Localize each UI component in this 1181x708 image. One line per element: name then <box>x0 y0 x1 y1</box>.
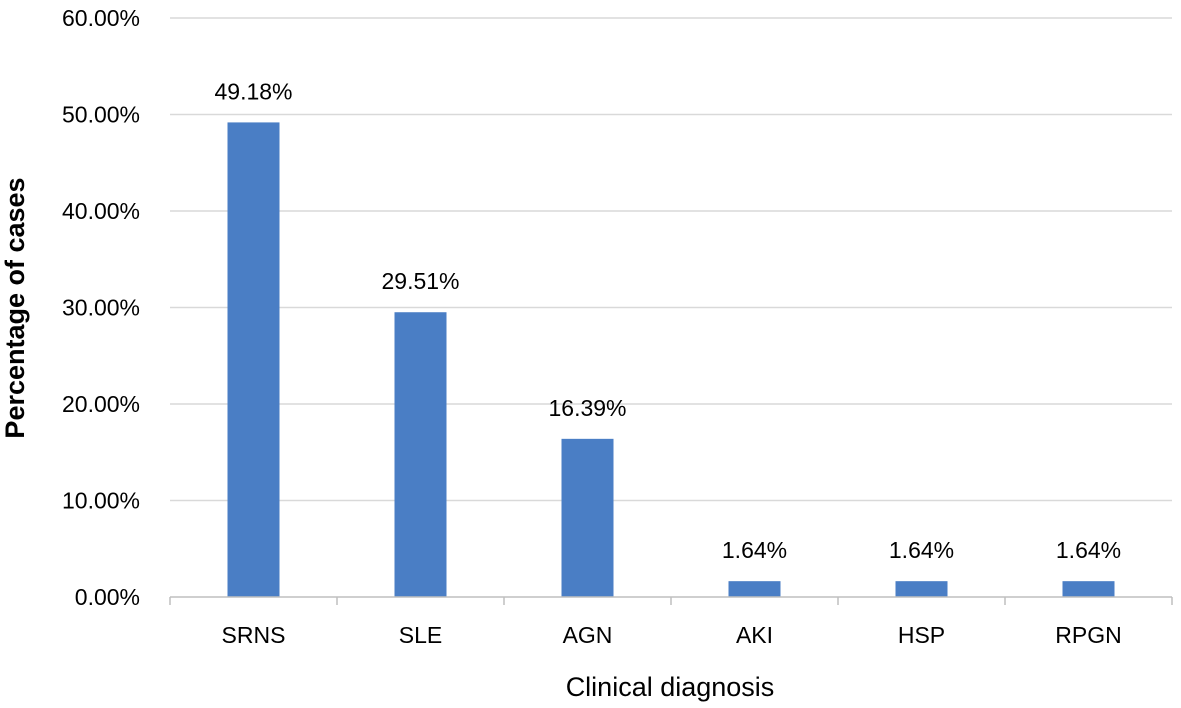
bar-agn <box>561 438 614 597</box>
x-axis-title: Clinical diagnosis <box>566 672 775 702</box>
bar-srns <box>227 122 280 598</box>
x-tick-label: RPGN <box>1055 622 1121 648</box>
x-axis <box>169 596 1173 605</box>
data-label: 49.18% <box>214 78 292 104</box>
bar-rpgn <box>1062 581 1115 597</box>
data-label: 1.64% <box>1056 537 1121 563</box>
y-tick-label: 60.00% <box>62 5 140 31</box>
y-axis-tick-labels: 0.00% 10.00% 20.00% 30.00% 40.00% 50.00% 60.00… <box>62 5 140 610</box>
data-label: 1.64% <box>722 537 787 563</box>
y-tick-label: 0.00% <box>75 584 140 610</box>
data-labels: 49.18% 29.51% 16.39% 1.64% 1.64% 1.64% <box>214 78 1121 563</box>
bar-sle <box>394 312 447 597</box>
bar-aki <box>728 581 781 597</box>
x-tick-label: HSP <box>898 622 945 648</box>
y-tick-label: 20.00% <box>62 391 140 417</box>
x-tick-label: SLE <box>399 622 442 648</box>
y-tick-label: 30.00% <box>62 295 140 321</box>
y-tick-label: 50.00% <box>62 102 140 128</box>
data-label: 29.51% <box>381 268 459 294</box>
y-axis-title: Percentage of cases <box>0 177 30 438</box>
data-label: 1.64% <box>889 537 954 563</box>
data-label: 16.39% <box>548 395 626 421</box>
bars <box>227 122 1115 598</box>
x-tick-label: SRNS <box>222 622 286 648</box>
y-tick-label: 40.00% <box>62 198 140 224</box>
x-axis-tick-labels: SRNS SLE AGN AKI HSP RPGN <box>222 622 1122 648</box>
x-tick-label: AGN <box>563 622 613 648</box>
y-tick-label: 10.00% <box>62 488 140 514</box>
gridlines <box>170 17 1172 502</box>
x-tick-label: AKI <box>736 622 773 648</box>
bar-hsp <box>895 581 948 597</box>
